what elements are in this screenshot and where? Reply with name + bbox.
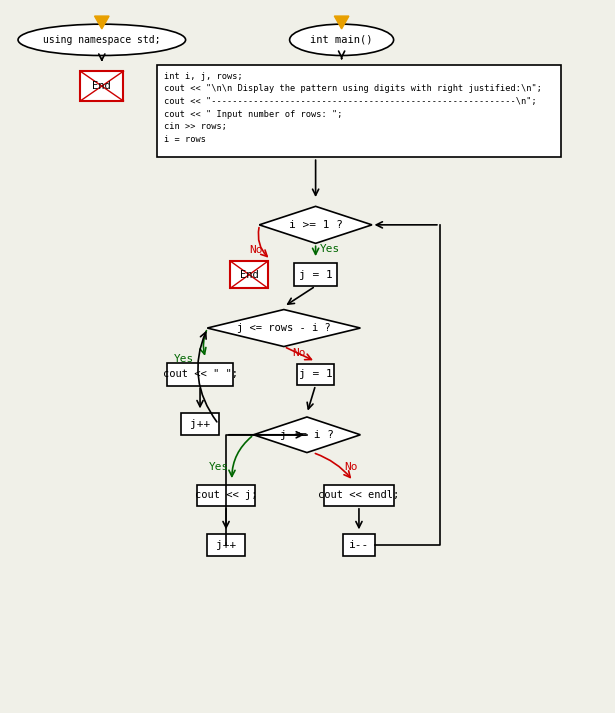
Bar: [181, 414, 219, 435]
Bar: [297, 364, 335, 385]
Text: int main(): int main(): [311, 35, 373, 45]
Text: Yes: Yes: [208, 462, 229, 472]
Text: Yes: Yes: [174, 354, 194, 364]
Bar: [157, 65, 561, 158]
Ellipse shape: [290, 24, 394, 56]
Text: No: No: [344, 462, 358, 472]
Text: End: End: [92, 81, 111, 91]
Text: j = 1: j = 1: [299, 369, 333, 379]
Text: j++: j++: [190, 419, 210, 429]
Text: End: End: [240, 270, 258, 279]
Text: i >= 1 ?: i >= 1 ?: [288, 220, 343, 230]
Text: cout << " ";: cout << " ";: [162, 369, 237, 379]
Bar: [294, 263, 337, 286]
Text: j <= i ?: j <= i ?: [280, 430, 334, 440]
Polygon shape: [260, 206, 372, 243]
Bar: [324, 485, 394, 506]
Bar: [197, 485, 255, 506]
Text: j = 1: j = 1: [299, 270, 333, 279]
Bar: [207, 535, 245, 555]
Text: using namespace std;: using namespace std;: [43, 35, 161, 45]
Text: Yes: Yes: [320, 244, 340, 254]
Ellipse shape: [18, 24, 186, 56]
Text: j++: j++: [216, 540, 236, 550]
Bar: [231, 261, 268, 288]
Text: i--: i--: [349, 540, 369, 550]
Bar: [343, 535, 375, 555]
Text: No: No: [293, 349, 306, 359]
Text: cout << j;: cout << j;: [195, 491, 257, 501]
Polygon shape: [207, 309, 360, 347]
Polygon shape: [95, 16, 109, 29]
Bar: [80, 71, 124, 101]
Text: j <= rows - i ?: j <= rows - i ?: [237, 323, 331, 333]
Text: cout << endl;: cout << endl;: [319, 491, 400, 501]
Text: int i, j, rows;
cout << "\n\n Display the pattern using digits with right justif: int i, j, rows; cout << "\n\n Display th…: [164, 72, 542, 144]
Polygon shape: [335, 16, 349, 29]
Text: No: No: [249, 245, 263, 255]
Bar: [167, 363, 233, 386]
Polygon shape: [253, 417, 360, 453]
